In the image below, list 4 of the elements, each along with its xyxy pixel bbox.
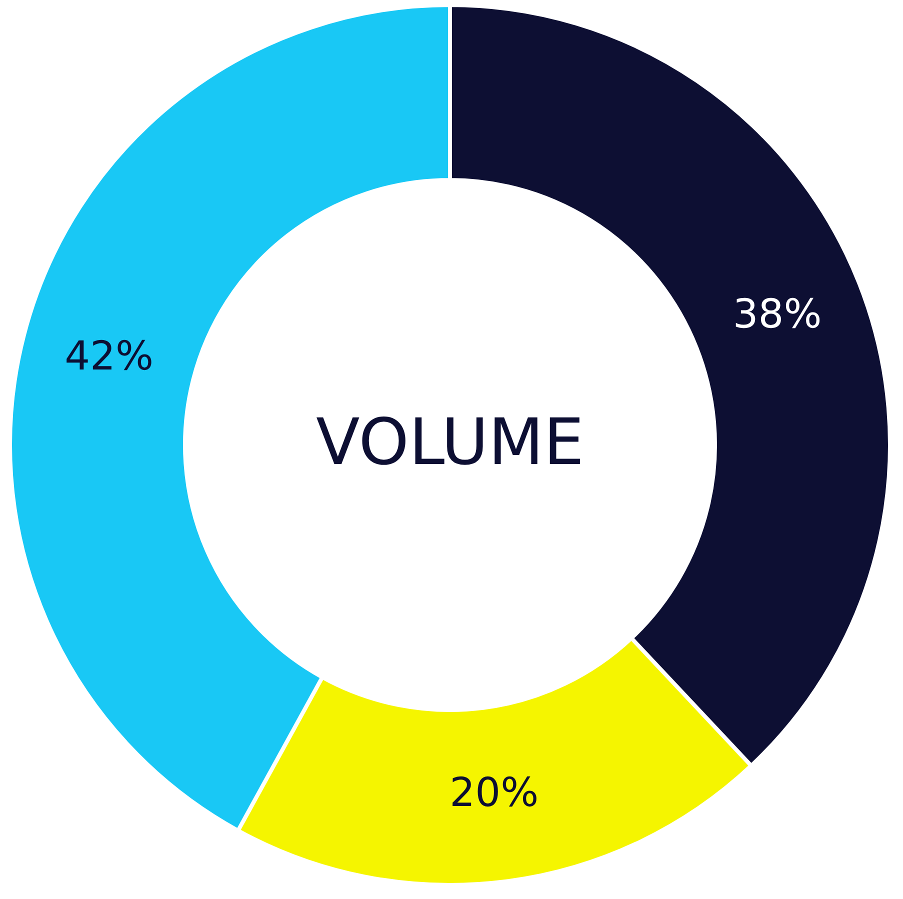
text: VOLUME <box>316 406 584 480</box>
data-label: 38% <box>732 291 822 338</box>
data-label: 42% <box>64 333 154 380</box>
data-label: 20% <box>450 770 539 816</box>
